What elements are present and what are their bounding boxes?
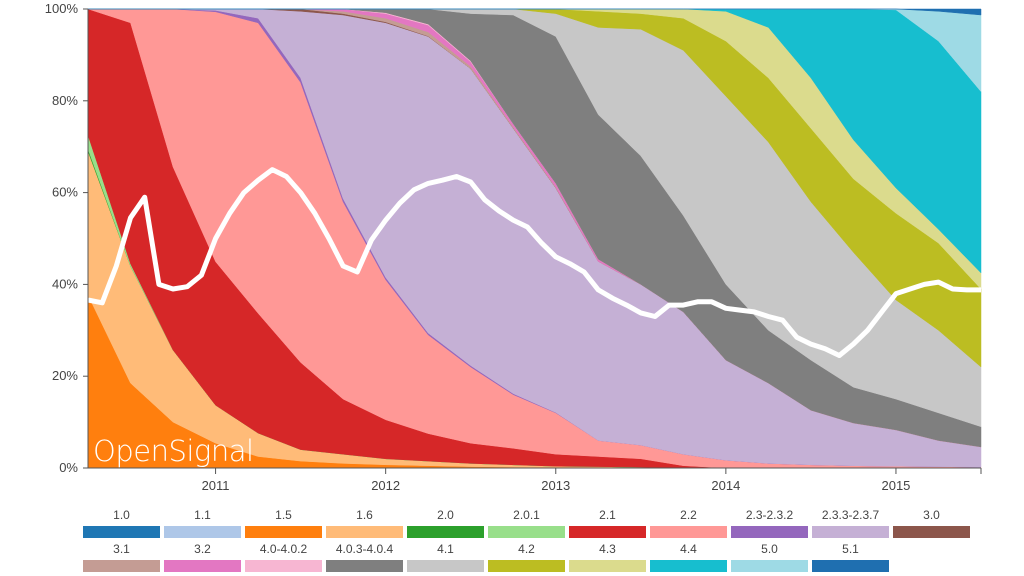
legend-item-2.2: 2.2 <box>650 506 727 540</box>
legend-item-1.0: 1.0 <box>83 506 160 540</box>
y-tick-label: 0% <box>59 460 78 475</box>
x-tick-label: 2014 <box>711 478 740 493</box>
legend-label: 1.1 <box>194 508 211 522</box>
legend-label: 1.0 <box>113 508 130 522</box>
legend-label: 2.2 <box>680 508 697 522</box>
legend-label: 4.4 <box>680 542 697 556</box>
legend: 1.0 1.1 1.5 1.6 2.0 2.0.1 2.1 2.2 2.3-2.3.2 2.3.3… <box>83 506 983 574</box>
legend-swatch <box>407 560 484 572</box>
y-tick-label: 20% <box>52 368 78 383</box>
legend-label: 3.2 <box>194 542 211 556</box>
legend-swatch <box>326 560 403 572</box>
legend-label: 2.0.1 <box>513 508 540 522</box>
legend-item-1.5: 1.5 <box>245 506 322 540</box>
legend-swatch <box>245 526 322 538</box>
legend-item-4.1: 4.1 <box>407 540 484 574</box>
y-tick-label: 60% <box>52 185 78 200</box>
legend-item-5.1: 5.1 <box>812 540 889 574</box>
legend-label: 4.0-4.0.2 <box>259 542 308 556</box>
overlay-line <box>87 167 981 358</box>
legend-item-4.3: 4.3 <box>569 540 646 574</box>
legend-label: 3.1 <box>113 542 130 556</box>
y-axis: 0% 20% 40% 60% 80% 100% <box>45 1 89 475</box>
legend-item-2.1: 2.1 <box>569 506 646 540</box>
legend-swatch <box>731 526 808 538</box>
legend-label: 1.5 <box>275 508 292 522</box>
legend-item-3.0: 3.0 <box>893 506 970 540</box>
opensignal-watermark: OpenSignal <box>93 434 254 468</box>
legend-item-2.0: 2.0 <box>407 506 484 540</box>
y-tick-label: 80% <box>52 93 78 108</box>
stacked-area-chart: OpenSignal 0%20%40%60%80%100% 2011 2012 20… <box>45 1 982 493</box>
legend-swatch <box>164 526 241 538</box>
legend-swatch <box>407 526 484 538</box>
legend-label: 4.0.3-4.0.4 <box>335 542 394 556</box>
legend-label: 5.0 <box>761 542 778 556</box>
legend-swatch <box>893 526 970 538</box>
legend-swatch <box>245 560 322 572</box>
legend-label: 1.6 <box>356 508 373 522</box>
x-tick-label: 2015 <box>881 478 910 493</box>
legend-item-4.0.3-4.0.4: 4.0.3-4.0.4 <box>326 540 403 574</box>
legend-row: 1.0 1.1 1.5 1.6 2.0 2.0.1 2.1 2.2 2.3-2.3.2 2.3.3… <box>83 506 983 540</box>
legend-item-4.4: 4.4 <box>650 540 727 574</box>
legend-swatch <box>812 560 889 572</box>
x-axis: 2011 2012 2013 2014 2015 <box>88 467 982 493</box>
area-5.1 <box>88 8 982 16</box>
legend-label: 2.3.3-2.3.7 <box>821 508 880 522</box>
legend-item-2.3.3-2.3.7: 2.3.3-2.3.7 <box>812 506 889 540</box>
legend-label: 2.3-2.3.2 <box>745 508 794 522</box>
legend-swatch <box>83 560 160 572</box>
legend-swatch <box>569 526 646 538</box>
legend-swatch <box>326 526 403 538</box>
legend-swatch <box>650 560 727 572</box>
legend-item-2.0.1: 2.0.1 <box>488 506 565 540</box>
legend-row: 3.1 3.2 4.0-4.0.2 4.0.3-4.0.4 4.1 4.2 4.3 4.4 5.… <box>83 540 983 574</box>
legend-item-2.3-2.3.2: 2.3-2.3.2 <box>731 506 808 540</box>
legend-label: 4.2 <box>518 542 535 556</box>
legend-item-1.6: 1.6 <box>326 506 403 540</box>
legend-item-3.2: 3.2 <box>164 540 241 574</box>
legend-item-1.1: 1.1 <box>164 506 241 540</box>
legend-label: 2.1 <box>599 508 616 522</box>
legend-swatch <box>569 560 646 572</box>
legend-item-5.0: 5.0 <box>731 540 808 574</box>
legend-swatch <box>650 526 727 538</box>
legend-swatch <box>488 560 565 572</box>
x-tick-label: 2013 <box>541 478 570 493</box>
legend-swatch <box>731 560 808 572</box>
y-tick-label: 100% <box>45 1 79 16</box>
legend-label: 4.1 <box>437 542 454 556</box>
legend-label: 2.0 <box>437 508 454 522</box>
legend-item-4.0-4.0.2: 4.0-4.0.2 <box>245 540 322 574</box>
legend-swatch <box>83 526 160 538</box>
legend-label: 3.0 <box>923 508 940 522</box>
legend-swatch <box>164 560 241 572</box>
legend-swatch <box>812 526 889 538</box>
legend-label: 4.3 <box>599 542 616 556</box>
legend-item-3.1: 3.1 <box>83 540 160 574</box>
y-tick-label: 40% <box>52 276 78 291</box>
legend-label: 5.1 <box>842 542 859 556</box>
x-tick-label: 2012 <box>371 478 400 493</box>
x-tick-label: 2011 <box>202 478 230 493</box>
legend-swatch <box>488 526 565 538</box>
legend-item-4.2: 4.2 <box>488 540 565 574</box>
